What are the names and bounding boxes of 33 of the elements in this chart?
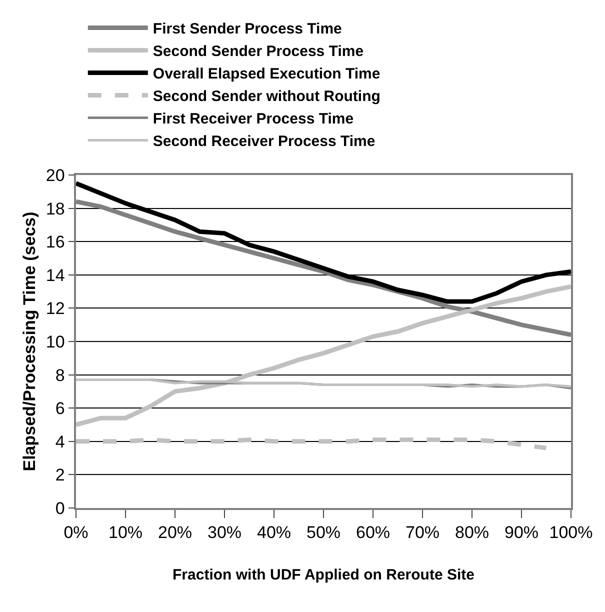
x-tick-label: 70% <box>405 523 440 542</box>
y-tick-label: 0 <box>55 498 65 518</box>
x-tick-label: 10% <box>108 523 143 542</box>
y-tick-label: 2 <box>55 466 65 485</box>
y-tick-label: 18 <box>46 199 65 218</box>
x-tick-label: 90% <box>504 523 539 542</box>
x-tick-label: 30% <box>207 523 242 542</box>
legend-label: Second Sender Process Time <box>152 43 364 60</box>
x-tick-label: 40% <box>256 523 292 542</box>
legend-label: First Sender Process Time <box>152 20 342 38</box>
x-tick-label: 50% <box>306 523 341 542</box>
y-tick-label: 12 <box>46 299 65 318</box>
y-tick-label: 4 <box>55 432 65 452</box>
legend-label: Second Receiver Process Time <box>152 133 376 150</box>
legend-label: First Receiver Process Time <box>152 110 354 128</box>
x-tick-label: 20% <box>158 523 192 542</box>
y-axis-title: Elapsed/Processing Time (secs) <box>20 212 39 472</box>
y-tick-label: 16 <box>46 232 65 252</box>
line-series <box>76 437 548 450</box>
x-axis-title: Fraction with UDF Applied on Reroute Site <box>172 566 474 584</box>
y-tick-label: 6 <box>55 399 65 418</box>
line-series <box>76 181 571 304</box>
y-tick-label: 20 <box>46 166 65 185</box>
x-tick-label: 60% <box>356 523 390 542</box>
line-series <box>76 284 571 427</box>
legend-label: Second Sender without Routing <box>152 88 380 106</box>
y-tick-label: 8 <box>55 366 65 385</box>
x-tick-label: 100% <box>549 523 593 542</box>
x-tick-label: 80% <box>454 523 490 542</box>
y-tick-label: 14 <box>46 266 65 285</box>
legend-label: Overall Elapsed Execution Time <box>152 66 380 83</box>
y-tick-label: 10 <box>46 332 65 352</box>
x-tick-label: 0% <box>64 523 88 542</box>
